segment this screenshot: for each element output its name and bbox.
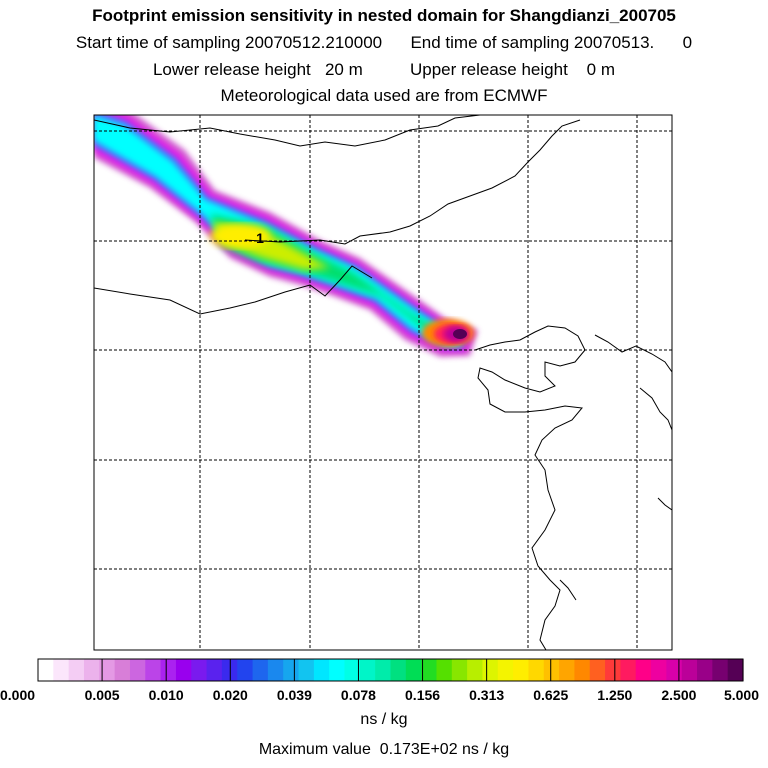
colorbar-swatch — [329, 659, 346, 681]
colorbar-tick-label: 0.000 — [0, 687, 35, 703]
colorbar-swatch — [605, 659, 621, 681]
colorbar-swatch — [129, 659, 146, 681]
colorbar-tick-label: 0.005 — [85, 687, 120, 703]
colorbar-tick-label: 0.039 — [277, 687, 312, 703]
border-line-middle — [244, 119, 581, 245]
hotspot-core — [453, 329, 467, 339]
colorbar-swatch — [681, 659, 698, 681]
colorbar-tick-label: 1.250 — [597, 687, 632, 703]
colorbar-swatch — [375, 659, 392, 681]
colorbar-swatch — [267, 659, 284, 681]
colorbar-swatch — [405, 659, 422, 681]
colorbar-swatch — [252, 659, 269, 681]
colorbar-swatch — [666, 659, 683, 681]
colorbar-swatch — [589, 659, 606, 681]
colorbar-tick-label: 0.020 — [213, 687, 248, 703]
colorbar-swatch — [145, 659, 162, 681]
colorbar-swatch — [528, 659, 545, 681]
coast-bohai — [474, 325, 586, 650]
colorbar-swatch — [160, 659, 177, 681]
colorbar-swatch — [421, 659, 438, 681]
colorbar-swatch — [482, 659, 499, 681]
sampling-time-line: Start time of sampling 20070512.210000 E… — [75, 33, 693, 52]
colorbar-swatch — [513, 659, 530, 681]
coast-liaodong — [594, 334, 672, 373]
colorbar-tick-label: 0.010 — [149, 687, 184, 703]
colorbar-swatch — [83, 659, 100, 681]
colorbar — [38, 659, 744, 681]
colorbar-swatch — [237, 659, 254, 681]
colorbar-swatch — [451, 659, 468, 681]
chart-title: Footprint emission sensitivity in nested… — [92, 6, 676, 25]
colorbar-swatch — [712, 659, 729, 681]
colorbar-swatch — [114, 659, 131, 681]
colorbar-tick-label: 0.078 — [341, 687, 376, 703]
colorbar-tick-label: 0.625 — [533, 687, 568, 703]
colorbar-swatch — [298, 659, 315, 681]
colorbar-swatch — [651, 659, 667, 681]
colorbar-swatch — [697, 659, 713, 681]
colorbar-swatch — [99, 659, 116, 681]
colorbar-swatch — [68, 659, 85, 681]
plume-annotation-label: 1 — [256, 230, 264, 246]
coast-east — [639, 387, 672, 431]
colorbar-swatch — [344, 659, 361, 681]
colorbar-swatch — [574, 659, 591, 681]
colorbar-swatch — [436, 659, 453, 681]
grid-lines — [94, 115, 672, 650]
colorbar-swatch — [359, 659, 376, 681]
colorbar-swatch — [53, 659, 70, 681]
plume-yellow — [210, 224, 270, 248]
colorbar-swatch — [559, 659, 576, 681]
coast-east-small — [657, 497, 672, 511]
colorbar-swatch — [620, 659, 637, 681]
release-height-line: Lower release height 20 m Upper release … — [152, 60, 616, 79]
colorbar-swatch — [635, 659, 652, 681]
colorbar-tick-label: 0.156 — [405, 687, 440, 703]
colorbar-tick-label: 5.000 — [724, 687, 759, 703]
colorbar-swatch — [467, 659, 484, 681]
colorbar-unit-label: ns / kg — [360, 711, 408, 728]
coastlines — [94, 115, 672, 650]
colorbar-swatch — [543, 659, 560, 681]
meteo-source-line: Meteorological data used are from ECMWF — [220, 86, 548, 105]
colorbar-swatch — [175, 659, 192, 681]
colorbar-swatch — [206, 659, 223, 681]
border-line-south — [94, 265, 373, 315]
colorbar-swatch — [191, 659, 208, 681]
maximum-value-label: Maximum value 0.173E+02 ns / kg — [258, 741, 510, 758]
colorbar-swatch — [313, 659, 330, 681]
colorbar-tick-label: 0.313 — [469, 687, 504, 703]
colorbar-swatch — [283, 659, 300, 681]
colorbar-swatch — [390, 659, 407, 681]
colorbar-swatch — [38, 659, 54, 681]
plume-layer — [94, 115, 478, 357]
colorbar-tick-label: 2.500 — [661, 687, 696, 703]
plot-frame — [93, 114, 673, 651]
colorbar-ticks: 0.000 0.005 0.010 0.020 0.039 0.078 0.156 0.313… — [0, 659, 759, 703]
coast-southeast — [559, 579, 577, 601]
colorbar-swatch — [497, 659, 514, 681]
colorbar-swatch — [727, 659, 744, 681]
